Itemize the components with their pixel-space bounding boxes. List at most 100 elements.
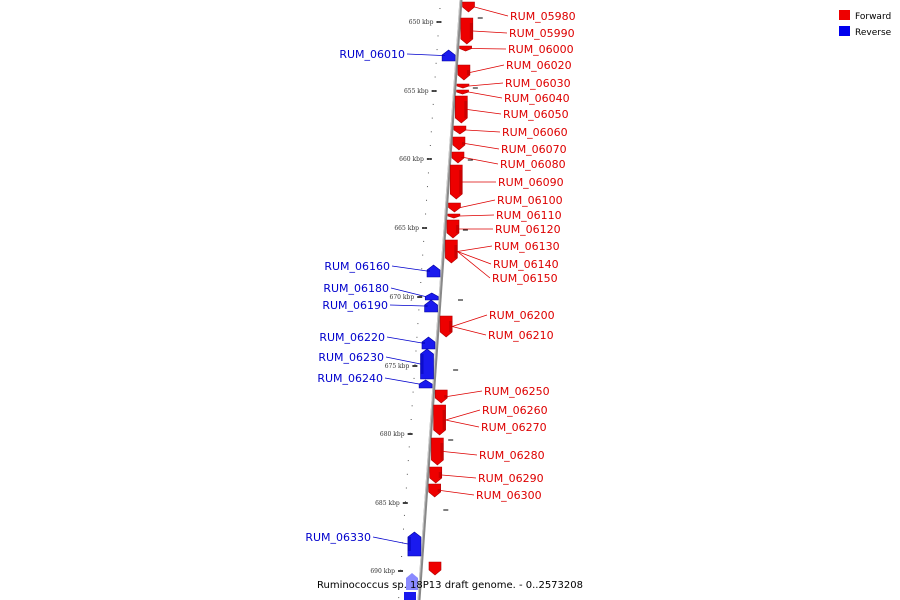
gene-label[interactable]: RUM_06100 [497, 194, 563, 207]
label-leader [445, 419, 480, 428]
gene-label[interactable]: RUM_05990 [509, 27, 575, 40]
gene-labels: RUM_05980 RUM_05990 RUM_06000 RUM_06010 RUM_… [305, 10, 575, 544]
label-leader [384, 377, 420, 385]
label-leader [391, 265, 428, 272]
label-leader [440, 490, 475, 496]
label-leader [469, 64, 505, 73]
gene-label[interactable]: RUM_06010 [339, 48, 405, 61]
label-leader [464, 143, 500, 150]
gene-block [456, 89, 469, 95]
gene-block-shade [469, 23, 473, 39]
kbp-tick-label: 670 kbp [390, 294, 415, 301]
gene-label[interactable]: RUM_05980 [510, 10, 576, 23]
gene-block [457, 64, 471, 81]
gene-label[interactable]: RUM_06150 [492, 272, 558, 285]
gene-block [424, 292, 439, 301]
minor-tick [403, 514, 405, 516]
kbp-tick-label: 665 kbp [394, 225, 419, 232]
gene-block [426, 264, 441, 278]
gene-label[interactable]: RUM_06000 [508, 43, 574, 56]
gene-label[interactable]: RUM_06120 [495, 223, 561, 236]
gene-label[interactable]: RUM_06300 [476, 489, 542, 502]
minor-tick [421, 268, 423, 270]
label-leader [443, 451, 478, 456]
gene-label[interactable]: RUM_06140 [493, 258, 559, 271]
label-leader [471, 48, 507, 50]
gene-label[interactable]: RUM_06030 [505, 77, 571, 90]
minor-tick [401, 556, 403, 557]
gene-label[interactable]: RUM_06090 [498, 176, 564, 189]
gene-block-shade [420, 354, 424, 374]
gene-block [462, 1, 475, 13]
minor-tick [413, 377, 415, 379]
gene-block [456, 83, 470, 89]
gene-label[interactable]: RUM_06290 [478, 472, 544, 485]
label-leaders [372, 6, 509, 545]
gene-label[interactable]: RUM_06280 [479, 449, 545, 462]
gene-label[interactable]: RUM_06050 [503, 108, 569, 121]
minor-tick [412, 391, 414, 393]
label-leader [465, 129, 501, 133]
minor-tick [431, 117, 433, 119]
gene-block [451, 151, 465, 164]
kbp-tick-label: 685 kbp [375, 500, 400, 507]
gene-block [420, 348, 434, 380]
minor-tick [415, 350, 417, 352]
gene-block-shade [455, 225, 459, 233]
gene-label[interactable]: RUM_06190 [322, 299, 388, 312]
gene-label[interactable]: RUM_06040 [504, 92, 570, 105]
label-leader [452, 326, 487, 336]
minor-tick [426, 199, 428, 201]
gene-label[interactable]: RUM_06330 [305, 531, 371, 544]
gene-block [453, 125, 467, 135]
gene-label[interactable]: RUM_06060 [502, 126, 568, 139]
gene-label[interactable]: RUM_06210 [488, 329, 554, 342]
legend-forward-label: Forward [855, 12, 891, 22]
gene-label[interactable]: RUM_06110 [496, 209, 562, 222]
minor-tick [419, 295, 421, 297]
minor-tick [410, 419, 412, 420]
gene-blocks [404, 1, 475, 600]
gene-block-shade [437, 489, 441, 492]
gene-block-shade [442, 55, 446, 56]
minor-tick [433, 90, 435, 92]
label-leader [472, 30, 508, 34]
minor-tick [435, 62, 437, 64]
gene-label[interactable]: RUM_06260 [482, 404, 548, 417]
gene-block [428, 561, 442, 576]
kbp-tick-label: 650 kbp [409, 19, 434, 26]
gene-label[interactable]: RUM_06020 [506, 59, 572, 72]
gene-label[interactable]: RUM_06070 [501, 143, 567, 156]
minor-tick [439, 8, 441, 9]
gene-block-shade [421, 342, 425, 344]
gene-label[interactable]: RUM_06270 [481, 421, 547, 434]
gene-block [459, 45, 472, 52]
minor-tick [424, 227, 426, 229]
minor-tick [417, 323, 419, 325]
gene-label[interactable]: RUM_06220 [319, 331, 385, 344]
kbp-tick-label: 675 kbp [385, 363, 410, 370]
gene-label[interactable]: RUM_06240 [317, 372, 383, 385]
gene-label[interactable]: RUM_06230 [318, 351, 384, 364]
gene-label[interactable]: RUM_06080 [500, 158, 566, 171]
minor-tick [425, 213, 427, 215]
label-leader [457, 245, 493, 252]
label-leader [459, 214, 495, 217]
gene-block [407, 531, 422, 557]
gene-label[interactable]: RUM_06200 [489, 309, 555, 322]
gene-label[interactable]: RUM_06180 [323, 282, 389, 295]
label-leader [463, 157, 499, 165]
genome-caption: Ruminococcus sp. 18P13 draft genome. - 0… [317, 580, 583, 591]
label-leader [389, 304, 425, 307]
gene-label[interactable]: RUM_06160 [324, 260, 390, 273]
gene-block-shade [449, 321, 453, 332]
legend-forward-swatch [839, 10, 850, 20]
legend: Forward Reverse [839, 10, 892, 38]
minor-tick [418, 309, 420, 311]
label-leader [457, 251, 492, 265]
minor-tick [438, 21, 440, 23]
label-leader [457, 251, 491, 279]
gene-label[interactable]: RUM_06130 [494, 240, 560, 253]
gene-label[interactable]: RUM_06250 [484, 385, 550, 398]
label-leader [385, 356, 421, 365]
